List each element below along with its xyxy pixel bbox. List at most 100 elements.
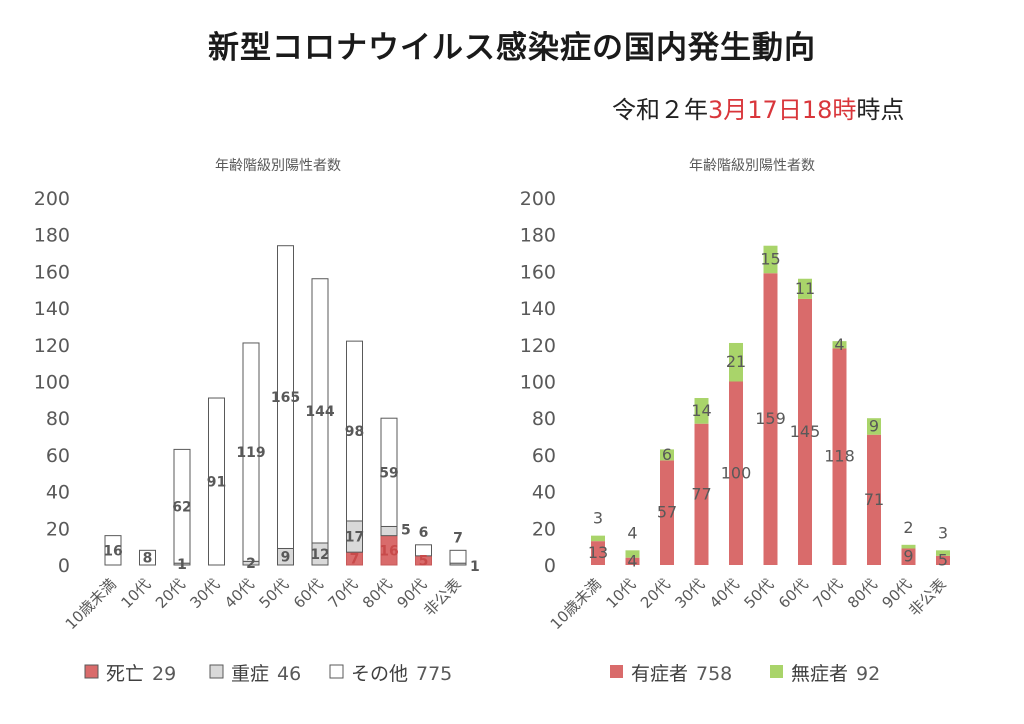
data-label: 7 xyxy=(350,552,360,568)
data-label: 3 xyxy=(593,509,603,528)
bar-segment xyxy=(936,550,950,556)
legend-label: 重症 xyxy=(231,663,269,685)
bar-segment xyxy=(798,298,812,565)
y-tick-label: 120 xyxy=(34,335,70,357)
data-label: 9 xyxy=(869,416,879,435)
chart-title: 年齢階級別陽性者数 xyxy=(215,158,341,174)
data-label: 2 xyxy=(246,556,256,572)
data-label: 3 xyxy=(938,523,948,542)
data-label: 16 xyxy=(103,543,122,559)
y-tick-label: 200 xyxy=(34,188,70,210)
timestamp-day: 17日 xyxy=(747,96,802,124)
data-label: 57 xyxy=(657,503,677,522)
y-tick-label: 120 xyxy=(520,335,556,357)
data-label: 11 xyxy=(795,279,815,298)
data-label: 71 xyxy=(864,490,884,509)
data-label: 21 xyxy=(726,352,746,371)
x-tick-label: 非公表 xyxy=(420,575,465,620)
bar-segment xyxy=(660,460,674,565)
bar-segment xyxy=(729,342,743,382)
bar-segment xyxy=(139,549,156,566)
x-tick-label: 40代 xyxy=(706,575,743,612)
x-tick-label: 80代 xyxy=(844,575,881,612)
x-tick-label: 80代 xyxy=(359,575,396,612)
y-tick-label: 20 xyxy=(46,518,70,540)
x-tick-label: 30代 xyxy=(186,575,223,612)
x-tick-label: 20代 xyxy=(637,575,674,612)
y-tick-label: 100 xyxy=(34,372,70,394)
data-label: 1 xyxy=(177,557,187,573)
legend-total: 29 xyxy=(152,663,176,685)
data-label: 5 xyxy=(401,522,411,538)
legend-swatch xyxy=(610,665,623,678)
y-tick-label: 180 xyxy=(34,225,70,247)
bar-segment xyxy=(208,397,225,566)
bar-segment xyxy=(173,448,191,564)
data-label: 16 xyxy=(379,543,398,559)
bar-segment xyxy=(415,544,432,557)
bar-segment xyxy=(625,557,640,565)
y-tick-label: 0 xyxy=(58,555,70,577)
legend-swatch xyxy=(329,664,344,679)
data-label: 4 xyxy=(834,335,844,354)
data-label: 5 xyxy=(938,550,948,569)
bar-segment xyxy=(380,525,398,537)
data-label: 4 xyxy=(627,523,637,542)
data-label: 6 xyxy=(662,445,672,464)
data-label: 13 xyxy=(588,543,608,562)
data-label: 145 xyxy=(790,422,821,441)
y-tick-label: 80 xyxy=(532,408,556,430)
bar-segment xyxy=(763,273,778,565)
legend-swatch xyxy=(84,664,99,679)
y-tick-label: 40 xyxy=(46,482,70,504)
y-tick-label: 60 xyxy=(532,445,556,467)
data-label: 6 xyxy=(419,525,429,541)
y-tick-label: 140 xyxy=(34,298,70,320)
legend-total: 775 xyxy=(416,663,452,685)
bar-segment xyxy=(694,423,709,565)
y-tick-label: 200 xyxy=(520,188,556,210)
legend-total: 758 xyxy=(696,663,732,685)
bar-segment xyxy=(625,550,640,558)
page-title: 新型コロナウイルス感染症の国内発生動向 xyxy=(208,30,816,66)
data-label: 62 xyxy=(172,499,191,515)
bar-segment xyxy=(591,535,605,542)
data-label: 5 xyxy=(419,553,429,569)
bar-segment xyxy=(901,548,916,565)
data-label: 2 xyxy=(903,518,913,537)
timestamp: 令和２年3月17日18時時点 xyxy=(612,90,904,125)
timestamp-prefix: 令和２年 xyxy=(612,96,708,124)
y-tick-label: 140 xyxy=(520,298,556,320)
data-label: 4 xyxy=(627,551,637,570)
bar-segment xyxy=(104,535,122,566)
data-label: 119 xyxy=(236,445,265,461)
x-tick-label: 70代 xyxy=(324,575,361,612)
x-tick-label: 10歳未満 xyxy=(547,575,605,633)
legend-swatch xyxy=(770,665,783,678)
bar-segment xyxy=(311,278,329,544)
bar-segment xyxy=(798,278,812,299)
bar-segment xyxy=(242,342,260,562)
data-label: 91 xyxy=(207,475,226,491)
bar-segment xyxy=(277,245,294,549)
bar-segment xyxy=(729,381,743,565)
x-tick-label: 60代 xyxy=(290,575,327,612)
x-tick-label: 50代 xyxy=(740,575,777,612)
legend-label: 有症者 xyxy=(631,663,688,685)
x-tick-label: 60代 xyxy=(775,575,812,612)
y-tick-label: 180 xyxy=(520,225,556,247)
x-tick-label: 70代 xyxy=(809,575,846,612)
bar-segment xyxy=(832,348,847,565)
x-tick-label: 20代 xyxy=(152,575,189,612)
bar-segment xyxy=(867,418,881,435)
x-tick-label: 30代 xyxy=(671,575,708,612)
bar-segment xyxy=(660,449,674,461)
data-label: 7 xyxy=(453,530,463,546)
y-tick-label: 20 xyxy=(532,518,556,540)
data-label: 77 xyxy=(691,484,711,503)
data-label: 15 xyxy=(760,249,780,268)
bar-segment xyxy=(901,544,916,549)
data-label: 9 xyxy=(903,547,913,566)
data-label: 17 xyxy=(345,530,364,546)
